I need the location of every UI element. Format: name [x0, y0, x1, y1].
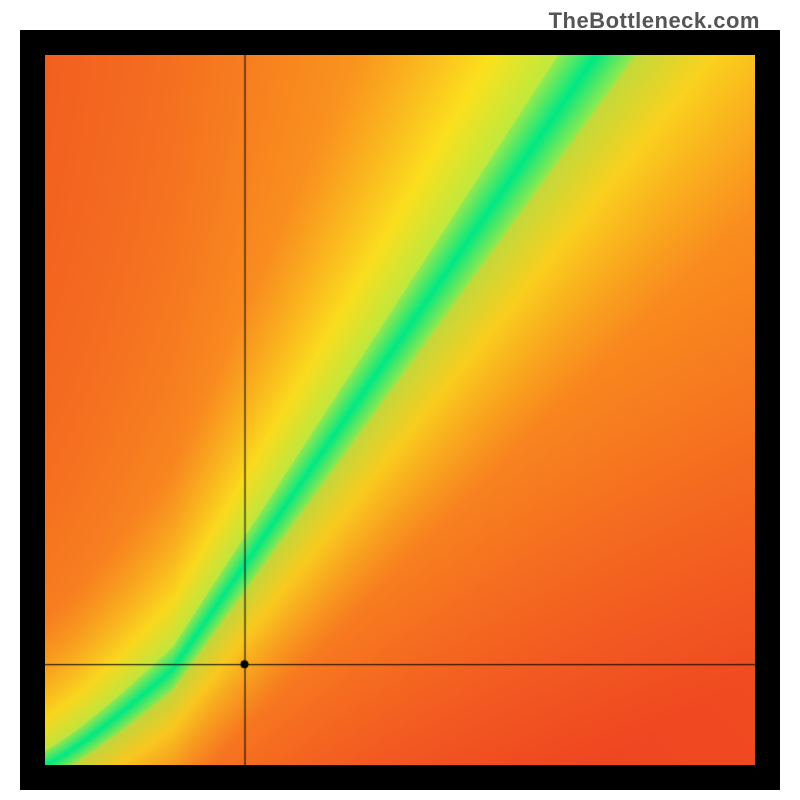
heatmap-canvas	[45, 55, 755, 765]
chart-frame	[20, 30, 780, 790]
